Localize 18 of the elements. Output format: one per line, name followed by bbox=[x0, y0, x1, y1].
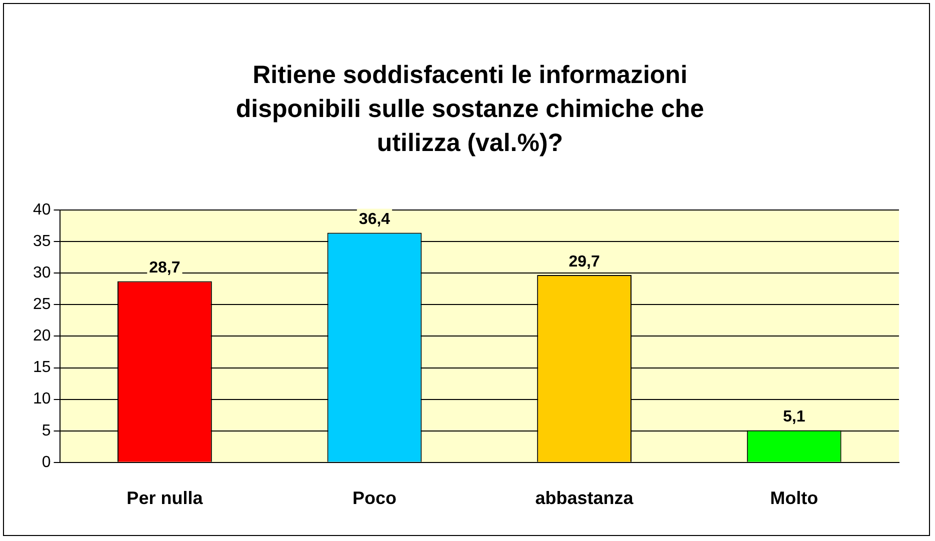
data-label: 36,4 bbox=[358, 211, 390, 228]
y-tick-label: 25 bbox=[33, 296, 51, 314]
chart-title: Ritiene soddisfacenti le informazioni disponibili sulle sostanze chimiche che utilizza (val.%)? bbox=[234, 60, 706, 159]
y-tick-label: 5 bbox=[42, 422, 51, 440]
x-tick-label: Per nulla bbox=[126, 488, 204, 508]
data-label: 29,7 bbox=[568, 253, 600, 270]
x-tick-label: Molto bbox=[770, 488, 818, 508]
y-tick-label: 30 bbox=[33, 264, 51, 282]
y-tick-label: 35 bbox=[33, 232, 51, 250]
y-tick-label: 10 bbox=[33, 390, 51, 408]
x-tick-label: abbastanza bbox=[535, 488, 634, 508]
y-tick-label: 15 bbox=[33, 359, 51, 376]
data-label: 5,1 bbox=[782, 408, 806, 426]
y-tick-label: 20 bbox=[33, 328, 51, 345]
x-tick-label: Poco bbox=[352, 488, 397, 508]
data-label: 28,7 bbox=[149, 260, 180, 277]
y-tick-label: 40 bbox=[33, 201, 51, 218]
y-tick-label: 0 bbox=[42, 454, 51, 471]
